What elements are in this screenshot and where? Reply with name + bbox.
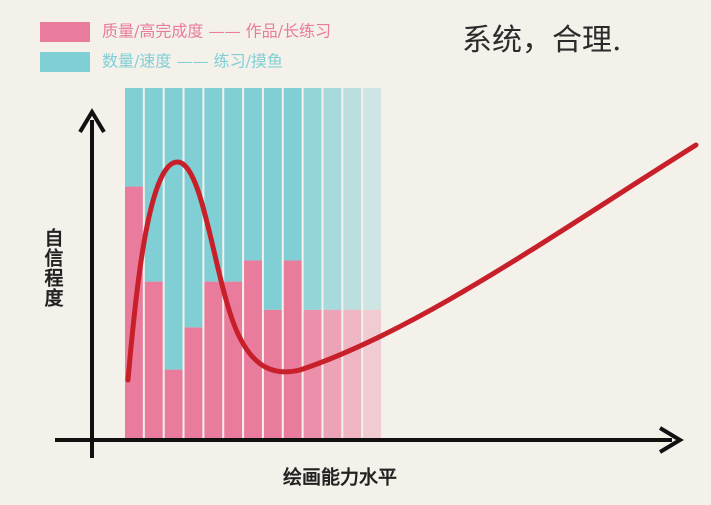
bar-segment: [244, 88, 262, 261]
legend-label: 质量/高完成度 —— 作品/长练习: [102, 22, 331, 41]
legend-swatch: [40, 22, 90, 42]
confidence-curve: [125, 142, 699, 383]
bar-segment: [323, 309, 342, 440]
bar-segment: [343, 88, 362, 310]
bar-segment: [244, 260, 262, 440]
bar-segment: [125, 88, 143, 187]
bar-segment: [303, 88, 322, 310]
bar-segment: [184, 88, 203, 328]
bar-segment: [184, 327, 203, 440]
x-arrow: [658, 426, 684, 454]
legend-swatch: [40, 52, 90, 72]
bar-segment: [363, 88, 381, 310]
bar-segment: [263, 88, 282, 310]
bar-segment: [164, 88, 183, 370]
bar-segment: [343, 309, 362, 440]
bar-segment: [204, 281, 223, 440]
y-arrow: [78, 108, 106, 134]
bar-segment: [323, 88, 342, 310]
bars: [125, 88, 381, 440]
y-axis-label: 自信程度: [42, 227, 64, 308]
bar-segment: [164, 369, 183, 440]
x-axis-label: 绘画能力水平: [283, 466, 397, 489]
bar-segment: [144, 88, 163, 282]
bar-segment: [224, 281, 243, 440]
bar-segment: [283, 260, 302, 440]
bar-segment: [224, 88, 243, 282]
legend-label: 数量/速度 —— 练习/摸鱼: [102, 52, 283, 71]
bar-segment: [283, 88, 302, 261]
annotation: 系统，合理.: [462, 23, 622, 58]
bar-segment: [303, 309, 322, 440]
bar-segment: [263, 309, 282, 440]
bar-segment: [144, 281, 163, 440]
axes: [55, 108, 684, 458]
bar-segment: [363, 309, 381, 440]
